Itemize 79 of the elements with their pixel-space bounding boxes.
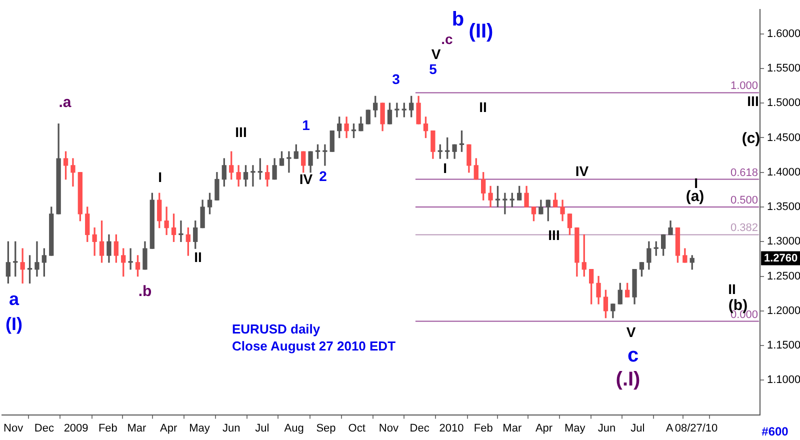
annotation: I	[694, 174, 698, 191]
x-tick-label: Aug	[284, 422, 304, 434]
annotation: (c)	[742, 130, 760, 148]
annotation: II	[728, 280, 736, 297]
annotation: EURUSD daily	[232, 322, 321, 337]
candlestick	[178, 220, 184, 242]
y-tick-label: 1.4000	[767, 166, 800, 178]
candlestick	[322, 144, 328, 166]
annotation: 2	[319, 168, 328, 184]
series-label: 0.618	[730, 166, 758, 179]
annotation: IV	[575, 162, 590, 179]
x-tick-label: 2009	[64, 422, 88, 434]
y-tick-label: 1.5000	[767, 97, 800, 110]
series-label: 1.000	[730, 80, 758, 92]
annotation: .c	[441, 30, 454, 47]
series-label: 0.500	[730, 194, 758, 207]
x-tick-label: Apr	[535, 422, 553, 434]
annotation: (I)	[6, 314, 22, 334]
candlestick	[502, 192, 508, 214]
y-tick-label: 1.4500	[767, 132, 800, 144]
x-tick-label: Sep	[316, 422, 336, 434]
annotation: .a	[58, 94, 72, 112]
x-tick-label: Jul	[255, 422, 270, 434]
annotation: IV	[299, 170, 314, 187]
annotation: 5	[429, 60, 438, 77]
annotation: (a)	[686, 188, 704, 206]
annotation: III	[548, 226, 560, 243]
x-tick-label: Jul	[630, 422, 645, 434]
annotation: V	[626, 324, 636, 340]
x-tick-label: Feb	[474, 422, 493, 434]
x-tick-label: Feb	[98, 422, 118, 434]
x-tick-label: A	[666, 422, 674, 434]
annotation: I	[443, 160, 447, 176]
annotation: (II)	[468, 20, 494, 43]
x-tick-label: Nov	[4, 422, 24, 434]
y-tick-label: 1.2000	[767, 304, 800, 317]
annotation: a	[8, 288, 20, 309]
annotation: 3	[392, 70, 400, 87]
annotation: V	[431, 46, 442, 62]
x-tick-label: 2010	[439, 422, 464, 434]
y-tick-label: 1.1500	[767, 340, 800, 352]
annotation: II	[479, 98, 487, 115]
series-label: 0.382	[730, 222, 758, 234]
x-tick-label: Mar	[502, 422, 522, 434]
annotation: II	[194, 248, 202, 265]
candlestick	[250, 165, 256, 187]
annotation: Close August 27 2010 EDT	[232, 338, 396, 354]
x-tick-label: Dec	[34, 422, 54, 434]
text: #600	[762, 424, 789, 438]
y-tick-label: 1.1000	[767, 374, 800, 386]
annotation: III	[235, 124, 247, 140]
candlestick	[128, 248, 133, 270]
x-tick-label: Jun	[222, 422, 240, 434]
candlestick	[34, 241, 40, 277]
annotation: c	[627, 344, 639, 367]
annotation: III	[747, 92, 759, 109]
y-tick-label: 1.5500	[767, 62, 800, 75]
y-tick-label: 1.6000	[767, 28, 800, 40]
x-tick-label: Oct	[348, 422, 366, 434]
y-tick-label: 1.2500	[767, 270, 800, 282]
candlestick	[394, 102, 400, 118]
x-tick-label: May	[189, 422, 210, 434]
annotation: 1.2760	[764, 252, 798, 264]
x-tick-label: Nov	[378, 422, 399, 434]
x-tick-label: Jun	[598, 422, 616, 434]
annotation: b	[452, 8, 464, 31]
x-tick-label: Mar	[127, 422, 147, 434]
x-tick-label: May	[564, 422, 586, 434]
x-tick-label: 08/27/10	[674, 422, 718, 434]
annotation: 1	[302, 116, 310, 133]
annotation: .b	[138, 283, 152, 300]
candlestick	[20, 248, 25, 284]
annotation: I	[158, 168, 162, 185]
x-tick-label: Dec	[410, 422, 430, 434]
annotation: (.I)	[616, 368, 640, 391]
candlestick	[286, 151, 292, 173]
y-tick-label: 1.3500	[767, 201, 800, 214]
y-tick-label: 1.3000	[767, 236, 800, 248]
x-tick-label: Apr	[160, 422, 178, 434]
